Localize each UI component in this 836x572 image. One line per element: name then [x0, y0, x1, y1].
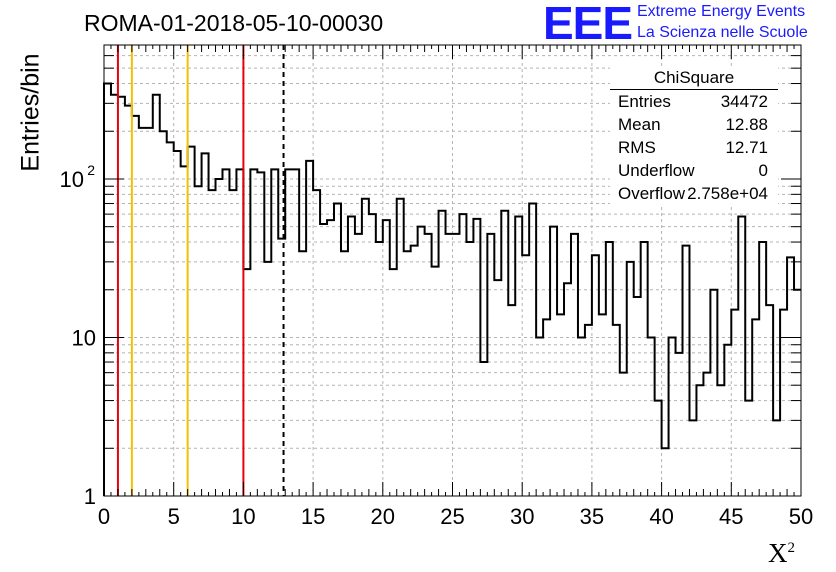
- y-tick-label: 1: [84, 484, 96, 509]
- y-axis-label: Entries/bin: [16, 53, 45, 172]
- x-tick-label: 45: [719, 504, 743, 529]
- x-tick-label: 10: [231, 504, 255, 529]
- y-tick-exponent: 2: [87, 162, 95, 178]
- stats-key: Mean: [618, 115, 661, 134]
- x-tick-label: 30: [510, 504, 534, 529]
- stats-title: ChiSquare: [653, 68, 735, 87]
- x-tick-label: 0: [98, 504, 110, 529]
- stats-value: 12.88: [725, 115, 768, 134]
- logo-line-1: Extreme Energy Events: [637, 3, 806, 20]
- y-tick-label: 10: [72, 325, 96, 350]
- stats-value: 0: [758, 161, 768, 180]
- stats-key: RMS: [618, 138, 656, 157]
- stats-row-entries: Entries 34472: [618, 92, 768, 114]
- stats-row-underflow: Underflow 0: [618, 161, 768, 183]
- stats-key: Entries: [618, 92, 671, 111]
- x-tick-label: 5: [168, 504, 180, 529]
- stats-value: 12.71: [725, 138, 768, 157]
- stats-row-overflow: Overflow 2.758e+04: [618, 184, 768, 206]
- y-tick-label: 10: [60, 167, 84, 192]
- x-tick-label: 20: [371, 504, 395, 529]
- x-axis-label: X2: [768, 538, 795, 569]
- x-tick-label: 25: [440, 504, 464, 529]
- x-tick-label: 15: [301, 504, 325, 529]
- eee-logo: EEE: [543, 0, 633, 49]
- x-tick-label: 40: [649, 504, 673, 529]
- stats-value: 2.758e+04: [687, 184, 768, 203]
- x-axis-label-superscript: 2: [787, 540, 796, 556]
- x-tick-label: 35: [580, 504, 604, 529]
- chart-title: ROMA-01-2018-05-10-00030: [84, 10, 384, 36]
- stats-row-mean: Mean 12.88: [618, 115, 768, 137]
- stats-divider: [610, 89, 778, 90]
- stats-key: Overflow: [618, 184, 686, 203]
- stats-box: ChiSquare Entries 34472 Mean 12.88 RMS 1…: [610, 66, 778, 206]
- logo-line-2: La Scienza nelle Scuole: [637, 24, 808, 41]
- stats-value: 34472: [720, 92, 768, 111]
- x-axis-label-base: X: [768, 538, 788, 568]
- stats-row-rms: RMS 12.71: [618, 138, 768, 160]
- stats-key: Underflow: [618, 161, 695, 180]
- x-tick-label: 50: [789, 504, 813, 529]
- histogram-series: [103, 82, 801, 496]
